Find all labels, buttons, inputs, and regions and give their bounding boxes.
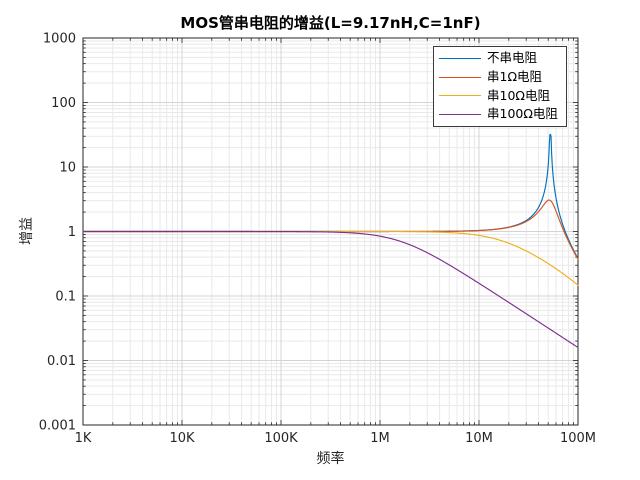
x-tick-label: 100M	[560, 431, 596, 446]
legend-item-label: 不串电阻	[487, 50, 538, 66]
x-axis-label: 频率	[316, 451, 345, 467]
y-tick-label: 1	[68, 225, 76, 240]
x-tick-label: 10M	[465, 431, 493, 446]
y-tick-label: 0.001	[39, 419, 76, 434]
series-line-1	[82, 199, 579, 260]
legend-item-1ohm: 串1Ω电阻	[434, 68, 566, 84]
legend-item-100ohm: 串100Ω电阻	[434, 108, 566, 121]
x-tick-label: 10K	[169, 431, 195, 446]
x-tick-label: 1K	[75, 431, 92, 446]
y-tick-label: 0.01	[47, 354, 76, 369]
legend-line-swatch	[439, 95, 481, 97]
legend-item-label: 串1Ω电阻	[487, 68, 543, 84]
legend: 不串电阻 串1Ω电阻 串10Ω电阻 串100Ω电阻	[433, 46, 567, 127]
legend-line-swatch	[439, 76, 481, 78]
series-line-0	[82, 133, 579, 260]
legend-line-swatch	[439, 57, 481, 59]
series-line-3	[82, 230, 579, 349]
legend-item-label: 串10Ω电阻	[487, 87, 550, 103]
legend-item-no-resistor: 不串电阻	[434, 52, 566, 65]
y-tick-label: 10	[59, 161, 76, 176]
legend-item-label: 串100Ω电阻	[487, 106, 558, 122]
y-tick-label: 1000	[43, 32, 76, 47]
y-axis-label: 增益	[19, 217, 35, 245]
series-line-2	[82, 230, 579, 286]
y-tick-label: 100	[51, 96, 76, 111]
legend-line-swatch	[439, 114, 481, 116]
chart-title: MOS管串电阻的增益(L=9.17nH,C=1nF)	[180, 14, 481, 32]
legend-item-10ohm: 串10Ω电阻	[434, 87, 566, 103]
x-tick-label: 100K	[264, 431, 298, 446]
y-tick-label: 0.1	[55, 290, 76, 305]
x-tick-label: 1M	[370, 431, 390, 446]
